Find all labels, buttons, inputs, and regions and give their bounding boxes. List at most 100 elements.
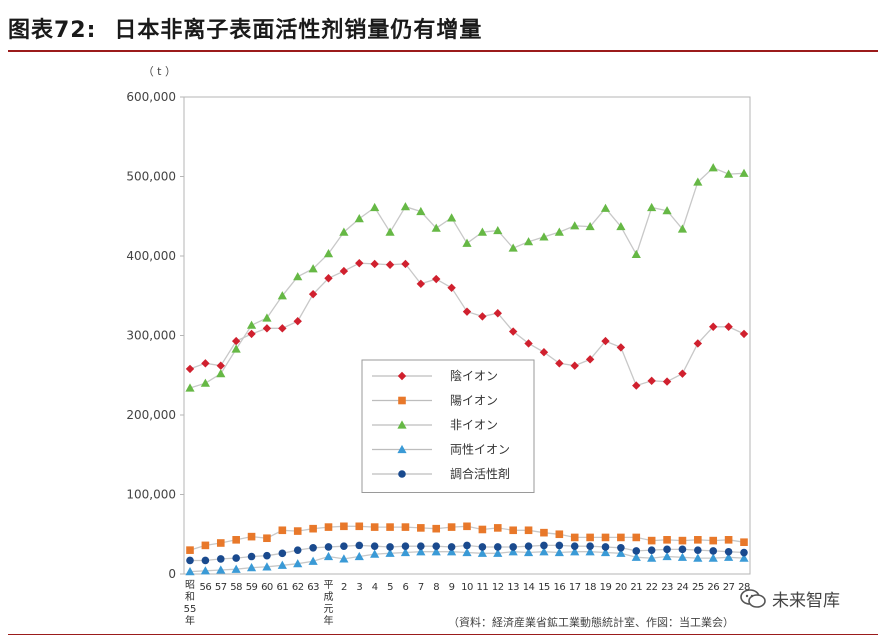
data-point-series-2 [185,383,195,392]
data-point-series-2 [647,202,657,212]
legend-marker [398,470,406,478]
data-point-series-3 [354,551,364,561]
data-point-series-1 [617,533,625,542]
data-point-series-2 [616,221,626,231]
data-point-series-2 [708,163,718,172]
data-point-series-4 [309,543,317,552]
data-point-series-3 [231,564,241,573]
x-tick-label: 16 [553,582,565,593]
data-point-series-3 [246,563,257,572]
data-point-series-1 [509,526,517,535]
data-point-series-3 [539,547,549,556]
data-point-series-0 [539,347,549,357]
x-tick-label: 28 [738,582,750,593]
watermark: 未来智库 [740,586,840,611]
x-tick-label: 20 [615,582,627,593]
series-line-2 [189,167,745,389]
data-point-series-4 [724,547,733,556]
legend-label: 調合活性剤 [450,466,510,481]
x-tick-label: 2 [341,582,347,593]
data-point-series-3 [277,560,287,569]
data-point-series-2 [216,369,226,378]
data-point-series-4 [278,549,287,558]
data-point-series-0 [555,359,564,368]
data-point-series-1 [201,541,210,550]
data-point-series-0 [432,274,441,284]
y-tick-label: 0 [168,567,176,581]
data-point-series-3 [724,552,734,561]
data-point-series-4 [186,556,194,565]
y-unit-label: （ t ） [143,65,176,78]
data-point-series-4 [694,546,702,554]
data-point-series-0 [385,260,395,269]
data-point-series-1 [724,536,733,544]
data-point-series-0 [308,289,318,299]
x-tick-label: 61 [276,582,288,593]
data-point-series-0 [709,322,718,331]
data-point-series-1 [370,523,379,531]
data-point-series-2 [570,221,580,230]
data-point-series-0 [493,309,502,318]
data-point-series-0 [324,274,333,283]
data-point-series-4 [586,542,594,550]
data-point-series-2 [200,378,210,387]
data-point-series-4 [417,542,425,550]
data-point-series-4 [386,543,394,551]
data-point-series-1 [647,536,656,545]
legend-box [361,359,535,493]
data-point-series-0 [355,258,364,268]
x-tick-label: 59 [246,582,258,593]
data-point-series-3 [185,567,195,576]
y-tick-label: 200,000 [126,408,176,422]
y-tick-label: 400,000 [126,249,176,263]
data-point-series-2 [308,264,318,273]
data-point-series-4 [340,542,348,550]
data-point-series-0 [262,324,272,333]
data-point-series-3 [585,547,595,556]
data-point-series-0 [231,336,241,346]
x-tick-label: 13 [507,582,519,593]
x-tick-label: 60 [261,582,273,593]
data-point-series-3 [677,552,688,561]
x-tick-label: 26 [707,582,719,593]
data-point-series-0 [739,329,749,339]
figure-number: 图表72: [8,18,97,43]
data-point-series-2 [493,225,503,235]
data-point-series-4 [740,548,748,557]
data-point-series-3 [323,551,334,561]
x-tick-label: 5 [387,582,393,593]
data-point-series-2 [246,320,257,329]
x-tick-label: 14 [523,582,535,593]
data-point-series-2 [416,206,426,216]
data-point-series-0 [508,327,518,336]
data-point-series-4 [570,542,579,550]
data-point-series-2 [724,169,734,178]
data-point-series-4 [401,542,410,550]
data-point-series-0 [662,377,672,386]
data-point-series-4 [647,546,656,554]
legend-marker [398,396,406,405]
data-point-series-3 [662,551,672,561]
data-point-series-3 [693,553,703,562]
data-point-series-2 [277,291,287,300]
data-point-series-0 [185,364,195,374]
data-point-series-0 [447,283,456,292]
data-point-series-1 [278,526,287,535]
legend-marker [397,420,407,429]
x-tick-label: 10 [461,582,473,593]
data-point-series-3 [262,562,272,571]
x-tick-label: 62 [292,582,304,593]
data-point-series-2 [739,168,749,177]
data-point-series-3 [647,553,657,562]
figure-title: 图表72: 日本非离子表面活性剂销量仍有增量 [8,12,482,44]
data-point-series-4 [632,547,641,555]
data-point-series-2 [523,237,534,246]
data-point-series-0 [647,376,656,386]
data-point-series-2 [508,243,518,252]
data-point-series-1 [432,524,441,533]
data-point-series-1 [740,538,748,546]
data-point-series-1 [401,523,410,531]
data-point-series-2 [585,221,595,231]
watermark-text: 未来智库 [772,591,840,611]
